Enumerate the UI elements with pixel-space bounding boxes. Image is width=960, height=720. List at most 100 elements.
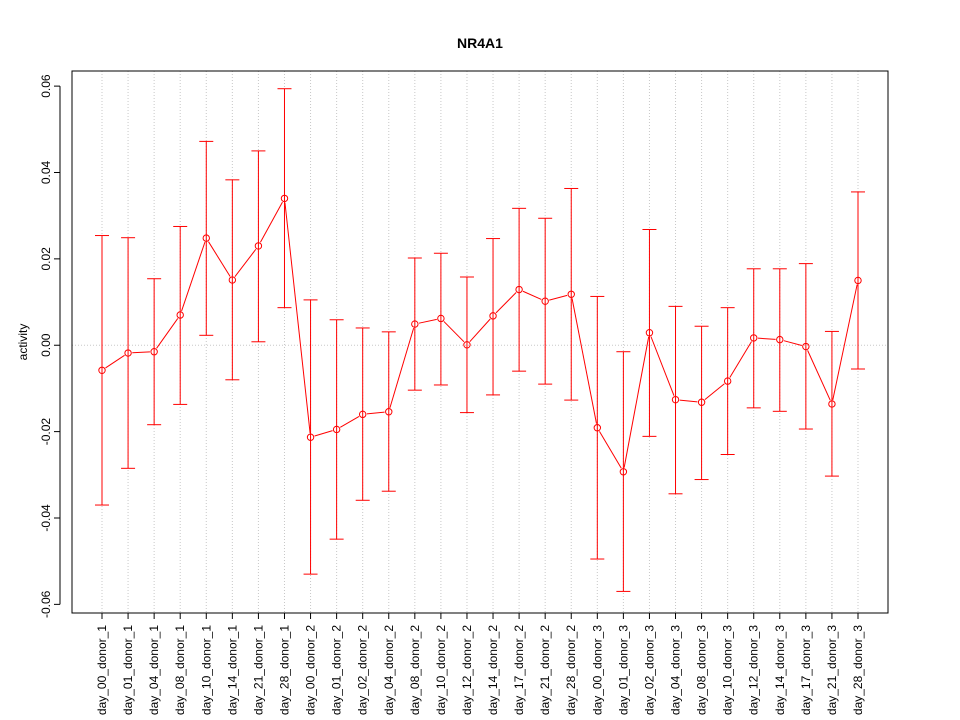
x-tick-label: day_12_donor_3 [747, 625, 761, 715]
x-tick-label: day_01_donor_2 [330, 625, 344, 715]
series-line-segment [234, 248, 257, 277]
data-point [385, 408, 393, 416]
data-point [593, 424, 602, 432]
data-point [98, 366, 106, 374]
series-line-segment [314, 430, 333, 437]
data-point [280, 194, 289, 203]
x-tick-label: day_14_donor_1 [225, 625, 239, 715]
data-point [854, 276, 862, 285]
chart-title: NR4A1 [457, 35, 503, 51]
series-line-segment [443, 321, 465, 343]
data-point [828, 400, 836, 408]
data-point [567, 290, 575, 298]
series-line-segment [259, 201, 283, 243]
x-tick-label: day_08_donor_2 [408, 625, 422, 715]
series-line-segment [340, 416, 360, 428]
y-tick-label: 0.06 [39, 74, 53, 98]
series-line-segment [181, 241, 206, 312]
data-point [437, 314, 445, 323]
series-line-segment [729, 341, 752, 378]
x-tick-label: day_02_donor_2 [356, 625, 370, 715]
series-line-segment [469, 318, 491, 343]
series-line-segment [105, 354, 125, 369]
data-point [541, 297, 549, 305]
y-tick-label: -0.04 [39, 504, 53, 532]
x-tick-label: day_28_donor_2 [564, 625, 578, 715]
x-tick-label: day_04_donor_3 [669, 625, 683, 715]
x-tick-label: day_01_donor_1 [121, 625, 135, 715]
series-line-segment [132, 351, 150, 354]
x-tick-label: day_10_donor_1 [199, 625, 213, 715]
x-tick-label: day_08_donor_3 [695, 625, 709, 715]
series-line-segment [783, 340, 802, 346]
data-point [750, 334, 758, 342]
series-line-segment [418, 318, 437, 324]
data-point [463, 341, 471, 349]
x-tick-label: day_01_donor_3 [616, 625, 630, 715]
x-tick-label: day_14_donor_3 [773, 625, 787, 715]
y-axis-label: activity [16, 324, 30, 361]
data-point [228, 276, 237, 284]
data-point [411, 320, 419, 328]
series-line-segment [389, 327, 415, 408]
x-tick-label: day_02_donor_3 [642, 625, 656, 715]
x-tick-label: day_14_donor_2 [486, 625, 500, 715]
data-point [202, 234, 210, 242]
data-point [332, 425, 341, 434]
data-point [697, 398, 706, 406]
x-tick-label: day_17_donor_3 [799, 625, 813, 715]
series-line-layer [105, 201, 858, 469]
series-line-segment [650, 336, 675, 396]
data-point [619, 468, 628, 476]
y-tick-label: 0.04 [39, 160, 53, 184]
data-point [358, 410, 367, 419]
series-line-segment [549, 294, 568, 301]
x-tick-label: day_04_donor_1 [147, 625, 161, 715]
x-tick-label: day_21_donor_3 [825, 625, 839, 715]
series-line-segment [704, 383, 725, 400]
data-point [645, 329, 654, 337]
x-tick-label: day_04_donor_2 [382, 625, 396, 715]
series-line-segment [679, 399, 698, 403]
data-point [723, 377, 732, 385]
x-tick-label: day_12_donor_2 [460, 625, 474, 715]
series-line-segment [807, 350, 831, 401]
x-tick-label: day_10_donor_3 [721, 625, 735, 715]
data-point [306, 433, 315, 441]
data-point [802, 342, 810, 351]
y-tick-label: -0.06 [39, 590, 53, 618]
series-line-segment [284, 202, 311, 434]
x-tick-label: day_00_donor_1 [95, 625, 109, 715]
series-line-segment [366, 411, 385, 415]
data-point [671, 395, 680, 404]
grid-lines [72, 71, 888, 613]
x-tick-label: day_17_donor_2 [512, 625, 526, 715]
series-line-segment [208, 241, 231, 277]
series-line-segment [832, 284, 858, 400]
data-point [176, 311, 184, 319]
series-line-segment [495, 292, 517, 314]
series-line-segment [757, 337, 776, 340]
y-tick-label: 0.00 [39, 333, 53, 357]
data-point [150, 348, 158, 356]
x-tick-label: day_28_donor_1 [277, 625, 291, 715]
series-line-segment [522, 290, 542, 300]
series-line-segment [599, 431, 622, 469]
data-point [254, 242, 263, 250]
x-tick-label: day_21_donor_2 [538, 625, 552, 715]
error-bars [95, 88, 865, 592]
data-point [776, 335, 784, 344]
x-tick-label: day_10_donor_2 [434, 625, 448, 715]
plot-frame [71, 70, 889, 614]
y-tick-label: -0.02 [39, 418, 53, 446]
data-point [489, 312, 497, 320]
x-tick-label: day_00_donor_3 [590, 625, 604, 715]
axes: -0.06 -0.04 -0.02 0.00 0.02 0.04 0.06 day_00_do… [39, 74, 865, 715]
series-line-segment [571, 298, 597, 424]
data-point [515, 285, 523, 294]
x-tick-label: day_08_donor_1 [173, 625, 187, 715]
x-tick-label: day_28_donor_3 [851, 625, 865, 715]
series-line-segment [156, 318, 179, 349]
